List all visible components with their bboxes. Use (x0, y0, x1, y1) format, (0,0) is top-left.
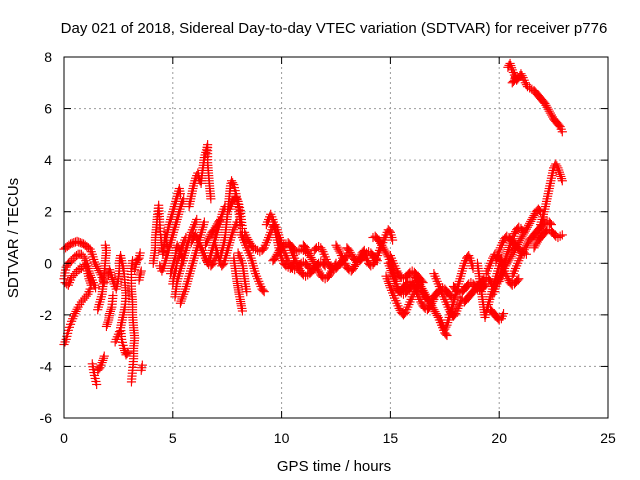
data-point-s0-g28-p8 (237, 306, 248, 316)
data-point-s0-g21-p15 (206, 194, 216, 204)
data-point-s0-g46-p15 (442, 330, 452, 341)
data-point-s0-g7-p0-i1 (102, 319, 112, 329)
data-point-s0-g2-p7 (80, 293, 90, 303)
gridlines (64, 57, 608, 418)
data-point-s0-g13-p1 (137, 360, 147, 370)
data-point-s0-g23-p5-i1 (204, 255, 214, 265)
data-point-s0-g3-p2-i1 (68, 270, 78, 281)
data-point-s0-g7-p0 (101, 321, 112, 332)
data-point-s0-g3-p3 (70, 269, 80, 279)
data-point-s0-g11-p2-i1 (133, 254, 143, 264)
data-point-s0-g60-p10 (557, 176, 567, 186)
data-point-s0-g61-p1 (505, 58, 515, 69)
data-point-s0-g8-p19 (123, 347, 133, 357)
plot-area (59, 58, 567, 390)
data-point-s0-g60-p9 (555, 169, 565, 179)
data-point-s0-g49-p2-i1 (441, 322, 451, 332)
data-point-s0-g30-p11 (259, 287, 269, 297)
data-point-s0-g24-p6-i1 (215, 216, 225, 226)
data-point-s0-g3-p2 (67, 272, 77, 283)
data-point-s0-g58-p17-i1 (545, 218, 555, 228)
data-point-s0-g25-p3-i1 (218, 260, 228, 270)
data-point-s0-g16-p7 (175, 189, 185, 199)
data-point-s0-g54-p15 (514, 274, 524, 284)
data-point-s0-g6-p7 (100, 240, 110, 250)
data-point-s0-g26-p8-i1 (228, 178, 238, 188)
data-point-s0-g60-p9-i2 (557, 174, 567, 184)
data-point-s0-g1-p4-i1 (71, 250, 82, 261)
data-point-s0-g0-p5-i1 (77, 238, 87, 248)
data-point-s0-g3-p9 (86, 280, 96, 290)
data-point-s0-g20-p11 (199, 217, 209, 227)
data-point-s0-g20-p0 (175, 298, 185, 308)
data-point-s0-g60-p9-i1 (556, 171, 566, 182)
data-point-s0-g12-p2 (136, 266, 146, 276)
data-point-s0-g40-p13 (388, 235, 398, 245)
data-point-s0-g0-p1-i1 (64, 240, 74, 250)
data-point-s0-g7-p2-i2 (106, 304, 116, 314)
data-point-s0-g1-p3 (67, 256, 77, 266)
data-point-s0-g1-p6 (76, 249, 86, 259)
data-point-s0-g40-p11-i1 (384, 226, 394, 236)
data-point-s0-g0-p5 (75, 238, 85, 248)
data-point-s0-g54-p14-i1 (513, 275, 523, 285)
data-point-s0-g0-p2 (65, 239, 76, 249)
data-point-s0-g11-p4 (135, 248, 145, 258)
data-point-s0-g7-p2 (105, 308, 115, 319)
data-point-s0-g0-p2-i1 (67, 238, 77, 248)
chart-title: Day 021 of 2018, Sidereal Day-to-day VTE… (61, 20, 608, 37)
data-point-s0-g53-p6 (498, 308, 509, 319)
data-point-s0-g0-p4-i1 (74, 237, 84, 247)
data-point-s0-g2-p6-i1 (78, 295, 88, 305)
data-point-s0-g3-p6-i1 (81, 261, 91, 272)
data-point-s0-g7-p2-i1 (105, 306, 115, 316)
data-point-s0-g7-p0-i2 (103, 317, 113, 327)
data-point-s0-g19-p11 (192, 214, 202, 225)
data-point-s0-g3-p4 (73, 265, 83, 275)
data-point-s0-g29-p6 (242, 287, 252, 297)
data-point-s0-g4-p2 (92, 379, 102, 390)
data-point-s0-g60-p7-i1 (552, 161, 562, 171)
data-point-s0-g5-p3 (99, 351, 109, 361)
data-point-s0-g57-p18-i1 (534, 205, 545, 216)
data-point-s0-g27-p3-i1 (232, 194, 242, 205)
data-point-s0-g9-p2 (114, 327, 125, 337)
data-point-s0-g59-p13 (557, 230, 567, 240)
data-point-s0-g2-p6 (76, 297, 86, 307)
data-point-s0-g7-p4 (108, 290, 118, 301)
data-point-s0-g0-p4 (72, 236, 82, 246)
data-point-s0-g30-p10-i1 (258, 285, 268, 295)
